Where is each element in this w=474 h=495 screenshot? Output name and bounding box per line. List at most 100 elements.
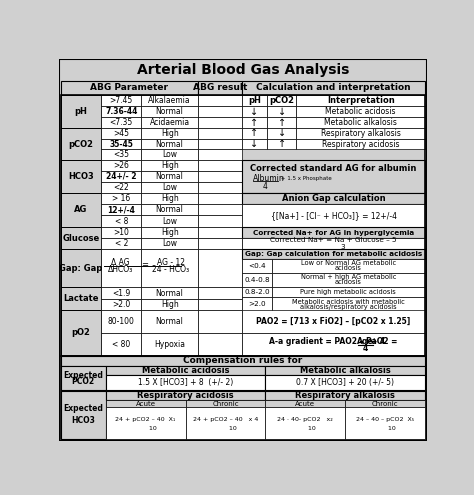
Bar <box>242 106 267 117</box>
Bar <box>265 366 425 375</box>
Text: ↑: ↑ <box>250 128 259 138</box>
Text: 3: 3 <box>341 244 345 249</box>
Text: < 2: < 2 <box>115 239 128 248</box>
Text: Low: Low <box>162 239 177 248</box>
Bar <box>242 333 425 356</box>
Text: HCO3: HCO3 <box>68 172 94 181</box>
Bar <box>345 400 425 407</box>
Bar <box>141 238 198 249</box>
Text: Normal: Normal <box>156 205 183 214</box>
Bar <box>242 95 267 106</box>
Bar <box>101 128 141 139</box>
Text: High: High <box>161 300 179 309</box>
Text: 10: 10 <box>294 426 316 432</box>
Bar <box>265 407 345 439</box>
Bar <box>61 249 101 287</box>
Text: ↓: ↓ <box>250 107 259 117</box>
Text: >26: >26 <box>113 161 129 170</box>
Text: AG - 12: AG - 12 <box>157 258 185 267</box>
Bar <box>242 287 272 297</box>
Bar <box>61 95 101 128</box>
Text: + 4: + 4 <box>371 338 385 346</box>
Bar <box>101 238 141 249</box>
Text: 1.5 X [HCO3] + 8  (+/- 2): 1.5 X [HCO3] + 8 (+/- 2) <box>138 378 233 387</box>
Bar <box>61 366 106 391</box>
Text: Calculation and interpretation: Calculation and interpretation <box>256 83 411 93</box>
Bar <box>141 149 198 160</box>
Text: Normal: Normal <box>156 172 183 181</box>
Bar <box>198 215 242 227</box>
Text: High: High <box>161 194 179 203</box>
Bar <box>141 249 198 287</box>
Bar <box>265 400 345 407</box>
Bar <box>242 297 272 312</box>
Text: < 8: < 8 <box>115 217 128 226</box>
Text: Low: Low <box>162 217 177 226</box>
Text: acidosis: acidosis <box>335 265 362 271</box>
Bar <box>198 160 242 171</box>
Bar <box>198 227 242 238</box>
Text: 10: 10 <box>135 426 156 432</box>
Bar <box>141 182 198 193</box>
Bar <box>265 391 425 400</box>
Bar <box>198 299 242 310</box>
Bar <box>198 310 242 333</box>
Bar <box>198 128 242 139</box>
Bar <box>296 117 425 128</box>
Bar <box>106 375 265 391</box>
Text: <1.9: <1.9 <box>112 289 130 297</box>
Bar <box>198 238 242 249</box>
Text: 80-100: 80-100 <box>108 317 135 326</box>
Bar <box>198 106 242 117</box>
Bar <box>242 204 425 227</box>
Text: Arterial Blood Gas Analysis: Arterial Blood Gas Analysis <box>137 63 349 77</box>
Bar <box>242 259 272 273</box>
Text: 0.4-0.8: 0.4-0.8 <box>244 277 270 283</box>
Bar <box>198 249 242 287</box>
Text: 10: 10 <box>215 426 237 432</box>
Bar <box>242 273 272 287</box>
Text: Gap: Gap: Gap: Gap <box>59 263 102 273</box>
Text: Respiratory alkalosis: Respiratory alkalosis <box>321 129 401 138</box>
Text: Respiratory acidosis: Respiratory acidosis <box>322 140 400 148</box>
Text: ↑: ↑ <box>278 117 286 128</box>
Bar <box>101 193 141 204</box>
Bar <box>198 171 242 182</box>
Text: Metabolic acidosis: Metabolic acidosis <box>142 366 229 375</box>
Bar <box>141 128 198 139</box>
Text: Anion Gap calculation: Anion Gap calculation <box>282 194 385 203</box>
Bar <box>141 204 198 215</box>
Text: 0.8-2.0: 0.8-2.0 <box>244 289 270 295</box>
Text: Glucose: Glucose <box>62 234 100 243</box>
Bar <box>59 59 427 81</box>
Text: pH: pH <box>248 96 261 105</box>
Bar <box>61 356 425 439</box>
Bar <box>61 356 425 366</box>
Text: Normal: Normal <box>156 289 183 297</box>
Bar <box>101 182 141 193</box>
Bar <box>242 128 267 139</box>
Bar <box>198 81 242 95</box>
Text: ↑: ↑ <box>278 139 286 149</box>
Text: A-a gradient = PAO2 – PaO2 =: A-a gradient = PAO2 – PaO2 = <box>269 338 398 346</box>
Bar <box>267 117 296 128</box>
Text: Alkalaemia: Alkalaemia <box>148 96 191 105</box>
Bar <box>141 193 198 204</box>
Text: ↓: ↓ <box>278 107 286 117</box>
Text: Normal: Normal <box>156 317 183 326</box>
Text: Acute: Acute <box>295 400 315 406</box>
Bar <box>101 149 141 160</box>
Bar <box>101 95 141 106</box>
Text: acidosis: acidosis <box>335 279 362 285</box>
Bar <box>101 117 141 128</box>
Text: Metabolic acidosis: Metabolic acidosis <box>326 107 396 116</box>
Bar <box>296 139 425 149</box>
Bar <box>198 149 242 160</box>
Text: PAO2 = [713 x FiO2] – [pCO2 x 1.25]: PAO2 = [713 x FiO2] – [pCO2 x 1.25] <box>256 317 411 326</box>
Text: Hypoxia: Hypoxia <box>154 340 185 349</box>
Bar <box>267 139 296 149</box>
Bar <box>296 128 425 139</box>
Bar <box>101 106 141 117</box>
Bar <box>198 117 242 128</box>
Bar <box>141 333 198 356</box>
